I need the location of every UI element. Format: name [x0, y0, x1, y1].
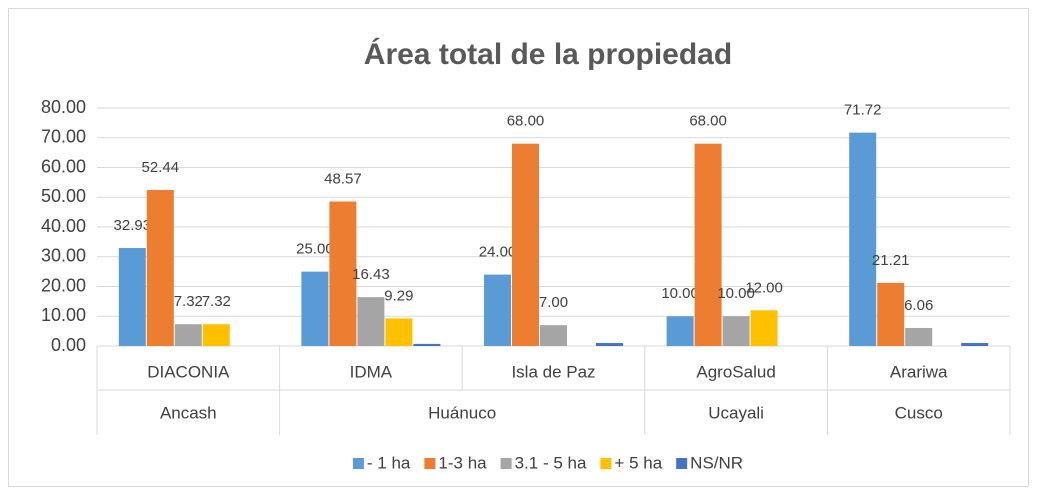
bar: [484, 274, 511, 346]
bar: [666, 316, 694, 346]
data-label: 71.72: [844, 102, 882, 119]
group-label: Cusco: [895, 403, 943, 422]
y-tick-label: 30.00: [41, 246, 86, 266]
bar: [413, 343, 441, 346]
bar: [750, 310, 778, 346]
data-label: 6.06: [904, 297, 933, 314]
data-label: 21.21: [872, 252, 910, 269]
x-tick-label: Arariwa: [890, 362, 948, 381]
bar: [174, 324, 202, 346]
group-label: Ancash: [160, 403, 217, 422]
legend-swatch: [600, 458, 612, 469]
data-label: 24.00: [479, 244, 517, 261]
y-tick-label: 50.00: [41, 186, 86, 206]
data-label: 68.00: [689, 113, 727, 130]
y-tick-label: 70.00: [41, 127, 86, 147]
legend-swatch: [676, 458, 688, 469]
data-label: 7.32: [174, 293, 203, 310]
data-label: 12.00: [745, 279, 783, 296]
x-tick-label: DIACONIA: [147, 362, 230, 381]
legend: - 1 ha 1-3 ha 3.1 - 5 ha + 5 ha NS/NR: [352, 453, 743, 472]
group-label: Huánuco: [428, 403, 496, 422]
bar: [694, 143, 722, 346]
legend-label: 3.1 - 5 ha: [515, 453, 587, 472]
data-label: 68.00: [507, 113, 545, 130]
legend-swatch: [500, 458, 512, 469]
bar: [877, 282, 905, 346]
chart-title: Área total de la propiedad: [364, 37, 732, 71]
bar: [385, 318, 413, 346]
bar: [596, 343, 623, 346]
bar: [722, 316, 750, 346]
x-tick-label: IDMA: [350, 362, 393, 381]
x-tick-label: Isla de Paz: [511, 362, 595, 381]
data-label: 10.00: [661, 285, 699, 302]
bar: [512, 143, 539, 346]
data-label: 10.00: [717, 285, 755, 302]
data-label: 9.29: [384, 287, 413, 304]
bar: [146, 189, 174, 346]
data-label: 32.93: [114, 217, 152, 234]
data-label: 16.43: [352, 266, 390, 283]
data-label: 48.57: [324, 170, 362, 187]
y-tick-label: 10.00: [41, 305, 86, 325]
bar: [118, 248, 146, 346]
bar: [202, 324, 230, 346]
legend-label: NS/NR: [690, 453, 743, 472]
y-tick-label: 80.00: [41, 97, 86, 117]
bar: [301, 271, 329, 346]
bar: [357, 297, 385, 346]
bar: [961, 343, 989, 346]
data-label: 52.44: [142, 159, 180, 176]
legend-label: - 1 ha: [367, 453, 411, 472]
legend-swatch: [424, 458, 436, 469]
y-tick-label: 20.00: [41, 275, 86, 295]
y-tick-label: 60.00: [41, 156, 86, 176]
y-tick-label: 0.00: [51, 335, 86, 355]
legend-label: + 5 ha: [614, 453, 662, 472]
data-label: 7.32: [202, 293, 231, 310]
bar: [849, 132, 877, 346]
data-label: 25.00: [296, 241, 334, 258]
x-tick-label: AgroSalud: [696, 362, 775, 381]
legend-label: 1-3 ha: [438, 453, 487, 472]
bar: [329, 201, 357, 346]
bar: [905, 327, 933, 346]
data-label: 7.00: [539, 294, 568, 311]
bar: [540, 325, 567, 346]
y-tick-label: 40.00: [41, 216, 86, 236]
group-label: Ucayali: [708, 403, 764, 422]
legend-swatch: [352, 458, 364, 469]
